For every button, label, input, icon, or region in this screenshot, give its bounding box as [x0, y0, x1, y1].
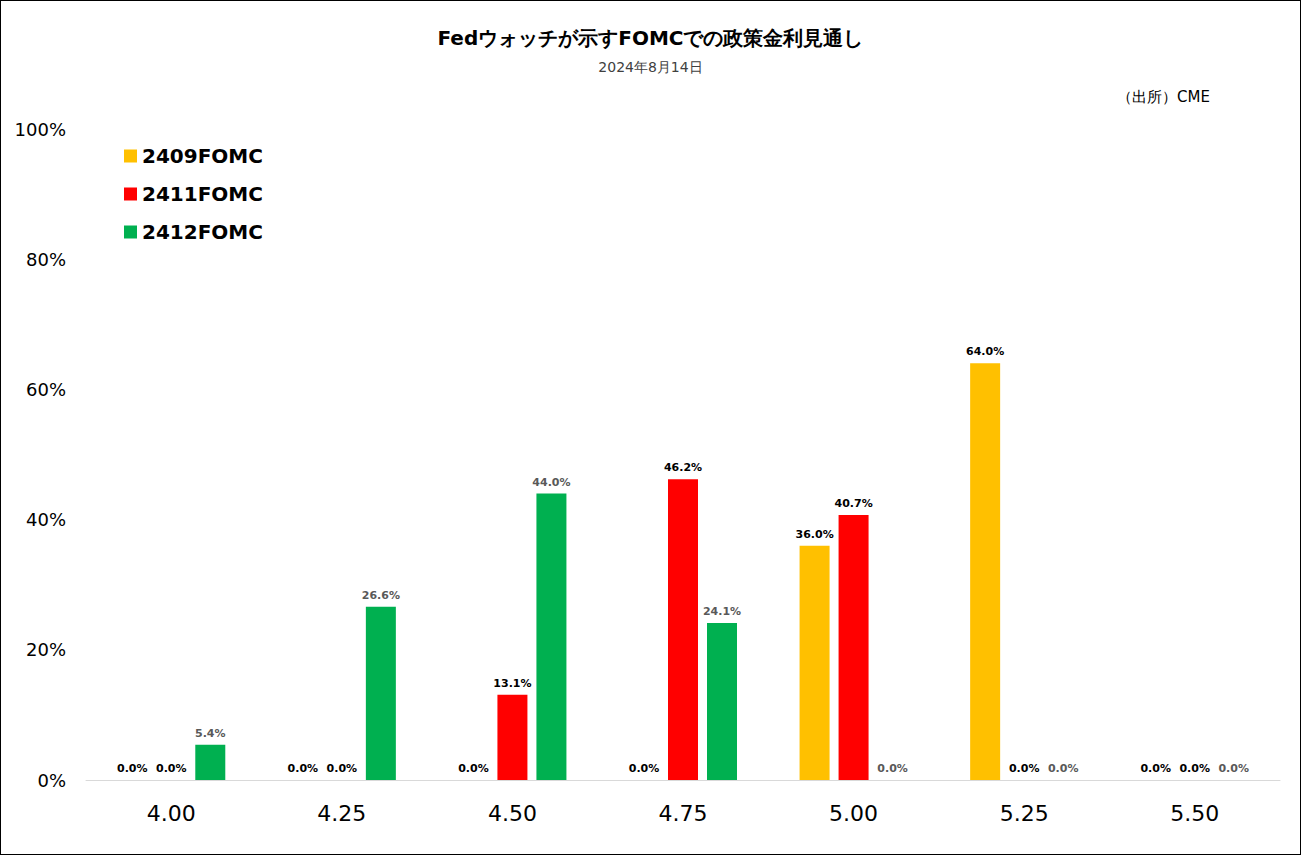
- svg-text:44.0%: 44.0%: [532, 476, 570, 489]
- svg-text:40.7%: 40.7%: [834, 497, 872, 510]
- svg-text:2412FOMC: 2412FOMC: [142, 220, 263, 244]
- svg-text:36.0%: 36.0%: [795, 528, 833, 541]
- svg-text:2411FOMC: 2411FOMC: [142, 182, 263, 206]
- svg-text:0%: 0%: [37, 770, 66, 791]
- svg-text:0.0%: 0.0%: [156, 762, 187, 775]
- svg-text:0.0%: 0.0%: [1179, 762, 1210, 775]
- svg-text:4.75: 4.75: [659, 801, 708, 826]
- svg-text:60%: 60%: [26, 379, 66, 400]
- svg-text:0.0%: 0.0%: [629, 762, 660, 775]
- svg-text:4.25: 4.25: [317, 801, 366, 826]
- svg-text:24.1%: 24.1%: [703, 605, 741, 618]
- svg-text:5.25: 5.25: [1000, 801, 1049, 826]
- svg-text:40%: 40%: [26, 509, 66, 530]
- svg-text:46.2%: 46.2%: [664, 461, 702, 474]
- svg-text:0.0%: 0.0%: [1140, 762, 1171, 775]
- svg-text:0.0%: 0.0%: [1218, 762, 1249, 775]
- svg-text:0.0%: 0.0%: [1048, 762, 1079, 775]
- svg-text:（出所）CME: （出所）CME: [1117, 88, 1210, 106]
- svg-text:0.0%: 0.0%: [458, 762, 489, 775]
- svg-text:5.00: 5.00: [829, 801, 878, 826]
- svg-text:20%: 20%: [26, 639, 66, 660]
- svg-text:100%: 100%: [15, 119, 66, 140]
- svg-text:13.1%: 13.1%: [493, 677, 531, 690]
- svg-text:2024年8月14日: 2024年8月14日: [598, 59, 702, 75]
- svg-text:2409FOMC: 2409FOMC: [142, 144, 263, 168]
- svg-text:64.0%: 64.0%: [966, 345, 1004, 358]
- svg-text:0.0%: 0.0%: [877, 762, 908, 775]
- svg-text:4.50: 4.50: [488, 801, 537, 826]
- svg-text:0.0%: 0.0%: [1009, 762, 1040, 775]
- svg-text:0.0%: 0.0%: [288, 762, 319, 775]
- svg-text:0.0%: 0.0%: [117, 762, 148, 775]
- svg-text:80%: 80%: [26, 249, 66, 270]
- svg-text:5.4%: 5.4%: [195, 727, 226, 740]
- svg-text:4.00: 4.00: [147, 801, 196, 826]
- svg-text:26.6%: 26.6%: [362, 589, 400, 602]
- svg-text:0.0%: 0.0%: [327, 762, 358, 775]
- svg-text:5.50: 5.50: [1170, 801, 1219, 826]
- svg-text:Fedウォッチが示すFOMCでの政策金利見通し: Fedウォッチが示すFOMCでの政策金利見通し: [438, 26, 864, 50]
